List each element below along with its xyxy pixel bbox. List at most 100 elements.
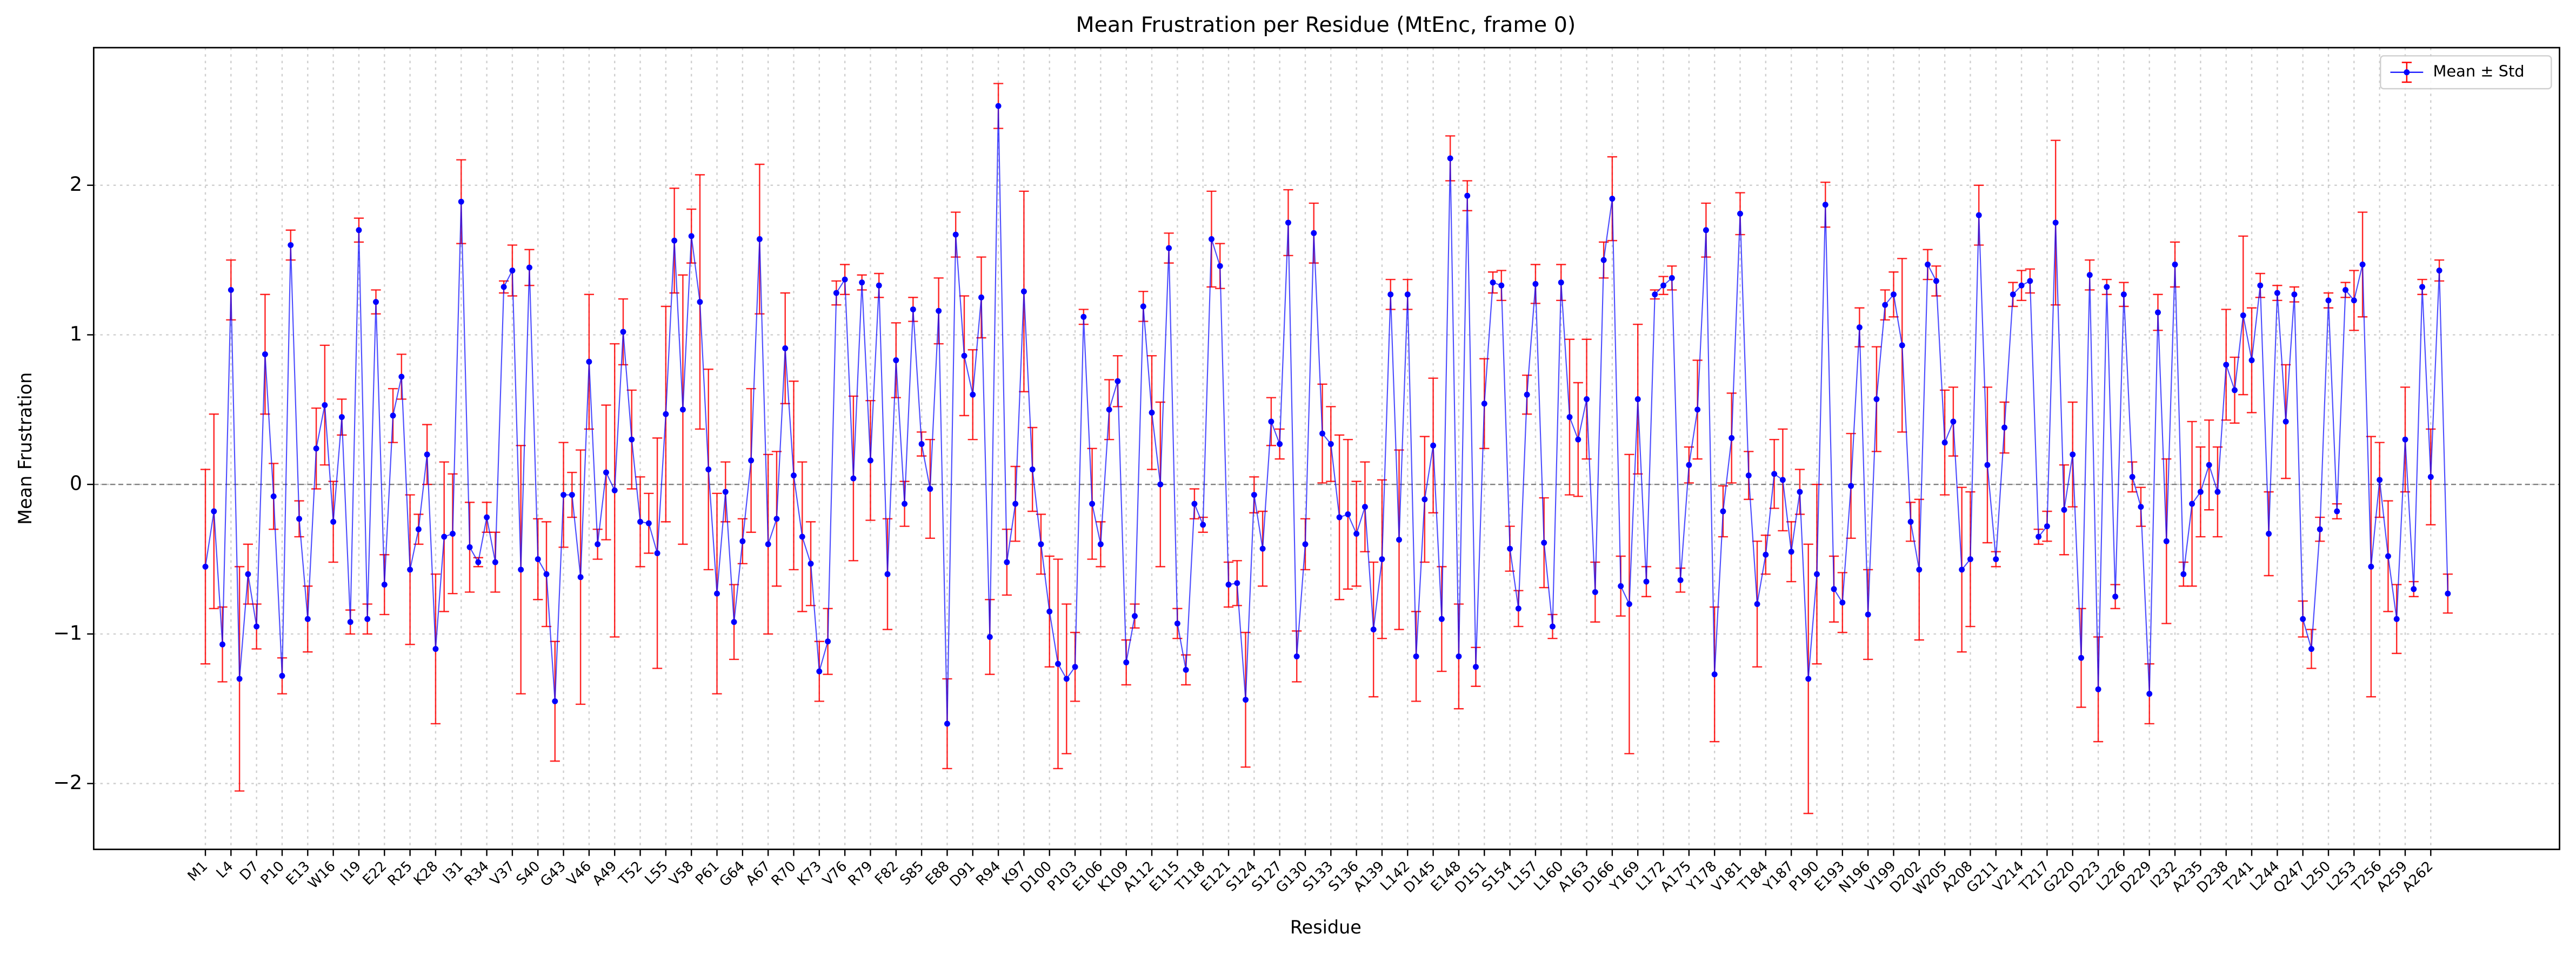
data-point xyxy=(936,308,942,314)
data-point xyxy=(2274,290,2280,296)
data-point xyxy=(1976,212,1982,218)
data-point xyxy=(1208,236,1214,242)
data-point xyxy=(807,561,814,567)
data-point xyxy=(492,559,498,565)
data-point xyxy=(918,441,925,447)
data-point xyxy=(381,582,388,588)
data-point xyxy=(450,531,456,537)
data-point xyxy=(663,411,669,417)
data-point xyxy=(654,550,660,556)
data-point xyxy=(859,279,865,286)
y-tick-label: 0 xyxy=(70,472,82,495)
data-point xyxy=(2317,526,2323,532)
data-point xyxy=(1353,531,1360,537)
data-point xyxy=(373,299,379,305)
data-point xyxy=(1200,522,1206,528)
data-point xyxy=(2445,590,2451,597)
data-point xyxy=(1046,608,1053,615)
data-point xyxy=(2419,284,2425,290)
data-point xyxy=(1532,281,1539,287)
data-point xyxy=(970,391,976,398)
data-point xyxy=(2257,282,2264,289)
data-point xyxy=(1600,257,1607,263)
data-point xyxy=(475,559,482,565)
data-point xyxy=(2112,593,2119,600)
data-point xyxy=(2325,297,2332,304)
data-point xyxy=(509,267,516,273)
data-point xyxy=(1634,396,1641,402)
data-point xyxy=(2052,219,2059,226)
data-point xyxy=(1464,192,1471,199)
data-point xyxy=(1115,378,1121,384)
data-point xyxy=(645,520,652,526)
data-point xyxy=(603,469,609,476)
data-point xyxy=(322,402,328,408)
data-point xyxy=(2223,362,2230,368)
data-point xyxy=(2001,424,2008,431)
data-point xyxy=(1643,578,1650,585)
data-point xyxy=(1004,559,1010,565)
data-point xyxy=(2359,261,2366,268)
data-point xyxy=(2351,297,2357,304)
data-point xyxy=(1080,313,1087,320)
data-point xyxy=(2155,309,2161,316)
data-point xyxy=(2368,563,2374,570)
data-point xyxy=(1327,441,1334,447)
y-tick-label: −2 xyxy=(53,771,82,794)
data-point xyxy=(296,516,303,522)
data-point xyxy=(1191,501,1198,507)
data-point xyxy=(1814,571,1820,577)
data-point xyxy=(1711,671,1718,678)
data-point xyxy=(1268,418,1274,425)
data-point xyxy=(2291,291,2298,298)
data-point xyxy=(671,237,678,244)
data-point xyxy=(1626,601,1632,608)
data-point xyxy=(2393,616,2400,622)
data-point xyxy=(1907,518,1914,525)
data-point xyxy=(1515,605,1521,612)
data-point xyxy=(995,103,1002,109)
data-point xyxy=(1873,396,1880,402)
data-point xyxy=(304,616,311,622)
data-point xyxy=(910,306,916,312)
data-point xyxy=(850,475,857,482)
data-point xyxy=(705,466,712,472)
data-point xyxy=(253,623,260,630)
data-point xyxy=(1370,626,1377,633)
data-point xyxy=(1754,601,1760,608)
chart-title: Mean Frustration per Residue (MtEnc, fra… xyxy=(1076,12,1576,37)
data-point xyxy=(1225,582,1232,588)
y-axis-label: Mean Frustration xyxy=(15,372,36,525)
data-point xyxy=(1916,566,1923,573)
data-point xyxy=(347,619,353,625)
data-point xyxy=(1660,282,1667,289)
data-point xyxy=(2036,533,2042,540)
data-point xyxy=(1285,219,1291,226)
data-point xyxy=(961,352,967,359)
data-point xyxy=(1097,541,1104,548)
data-point xyxy=(1882,302,1888,308)
series-line xyxy=(204,106,2448,724)
data-point xyxy=(1686,462,1692,468)
data-point xyxy=(595,541,601,548)
data-point xyxy=(867,457,873,464)
data-point xyxy=(2427,473,2434,480)
data-point xyxy=(952,231,959,238)
data-point xyxy=(1677,577,1684,583)
data-point xyxy=(2070,451,2076,458)
data-point xyxy=(2266,531,2272,537)
y-tick-label: 1 xyxy=(70,322,82,345)
data-point xyxy=(1063,676,1070,682)
data-point xyxy=(1319,430,1326,437)
data-point xyxy=(2180,571,2187,577)
data-point xyxy=(629,436,635,443)
data-point xyxy=(586,358,592,365)
data-point xyxy=(577,574,584,581)
data-point xyxy=(415,526,422,532)
data-point xyxy=(2377,477,2383,483)
data-point xyxy=(1618,583,1624,589)
data-point xyxy=(1183,666,1189,673)
data-point xyxy=(228,286,234,293)
data-point xyxy=(2078,655,2084,661)
